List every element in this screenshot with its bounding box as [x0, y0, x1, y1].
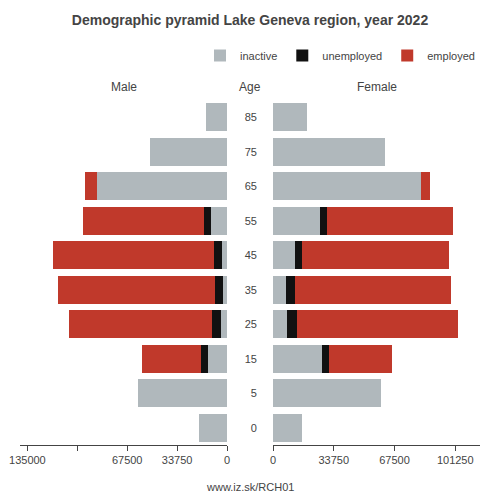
svg-text:45: 45 [245, 249, 257, 261]
svg-text:Demographic pyramid Lake Genev: Demographic pyramid Lake Geneva region, … [72, 12, 429, 28]
svg-text:85: 85 [245, 111, 257, 123]
svg-text:33750: 33750 [318, 454, 349, 466]
svg-text:55: 55 [245, 215, 257, 227]
svg-text:33750: 33750 [162, 454, 193, 466]
svg-text:Female: Female [357, 80, 397, 94]
svg-text:15: 15 [245, 353, 257, 365]
svg-text:65: 65 [245, 180, 257, 192]
svg-text:Male: Male [111, 80, 137, 94]
svg-text:67500: 67500 [379, 454, 410, 466]
svg-text:67500: 67500 [112, 454, 143, 466]
svg-text:5: 5 [251, 387, 257, 399]
svg-text:101250: 101250 [437, 454, 474, 466]
svg-text:75: 75 [245, 146, 257, 158]
svg-text:unemployed: unemployed [322, 50, 382, 62]
svg-text:0: 0 [224, 454, 230, 466]
svg-text:www.iz.sk/RCH01: www.iz.sk/RCH01 [206, 481, 294, 493]
svg-text:inactive: inactive [240, 50, 277, 62]
svg-text:35: 35 [245, 284, 257, 296]
svg-text:0: 0 [270, 454, 276, 466]
svg-text:0: 0 [251, 422, 257, 434]
svg-text:employed: employed [427, 50, 475, 62]
svg-text:Age: Age [239, 80, 261, 94]
svg-text:25: 25 [245, 318, 257, 330]
svg-text:135000: 135000 [9, 454, 46, 466]
